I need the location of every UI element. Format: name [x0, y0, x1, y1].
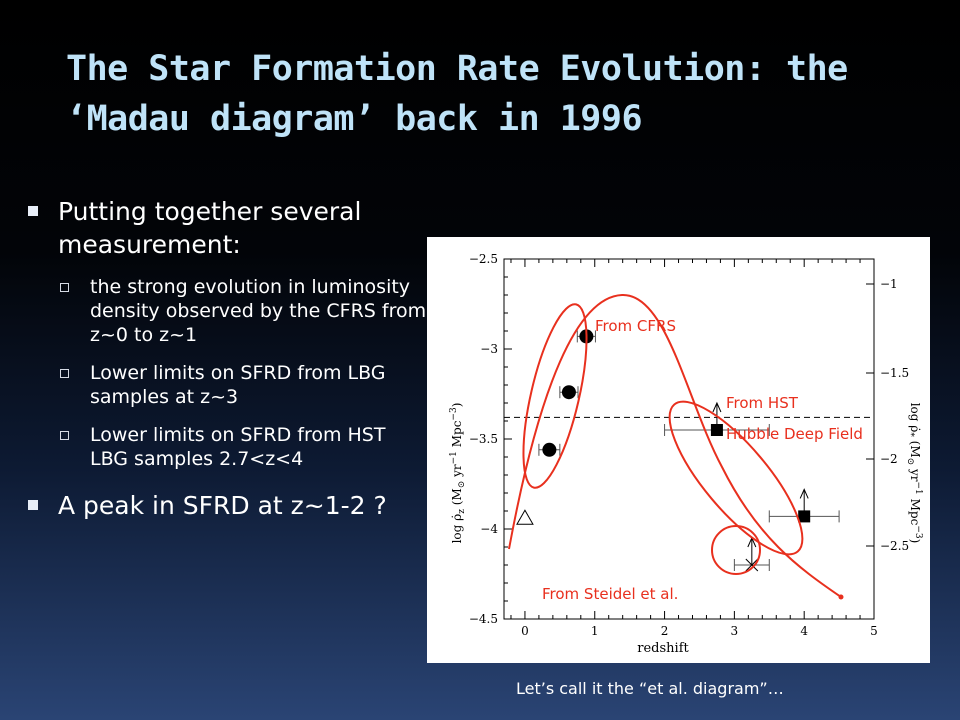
y2-tick-label: −1.5 — [880, 366, 909, 380]
steidel-highlight-circle — [711, 525, 761, 575]
subbullet-marker — [60, 431, 69, 440]
bullet-putting-together: Putting together several measurement: — [28, 195, 428, 261]
slide-title: The Star Formation Rate Evolution: the ‘… — [66, 44, 946, 144]
annotation-hst-line-1: From HST — [726, 394, 799, 412]
bullet-list: Putting together several measurement: th… — [28, 195, 428, 522]
y-tick-label: −3.5 — [469, 432, 498, 446]
subbullet-hst: Lower limits on SFRD from HST LBG sample… — [28, 423, 428, 471]
data-point-triangle — [516, 509, 534, 525]
x-tick-label: 5 — [870, 624, 878, 638]
annotation-hst-line-2: Hubble Deep Field — [726, 425, 863, 443]
peak-trend-curve — [508, 293, 842, 598]
data-point-cross — [745, 558, 759, 572]
y2-tick-label: −1 — [880, 277, 898, 291]
data-point-circle — [542, 442, 557, 457]
y-axis-label-right: log ρ̇* (M⊙ yr−1 Mpc−3) — [905, 403, 923, 544]
subbullet-marker — [60, 369, 69, 378]
x-tick-label: 4 — [800, 624, 808, 638]
lower-limit-arrowhead — [712, 401, 722, 413]
figure-caption: Let’s call it the “et al. diagram”… — [516, 679, 784, 698]
madau-diagram-chart: 0 1 2 3 4 5 −2.5 −3 −3.5 −4 −4.5 −1 −1.5 −2 −2.5 log ρ… — [449, 252, 923, 656]
annotation-overlay — [508, 293, 844, 600]
subbullet-lbg: Lower limits on SFRD from LBG samples at… — [28, 361, 428, 409]
y-tick-label: −4.5 — [469, 612, 498, 626]
bullet-text: A peak in SFRD at z~1-2 ? — [58, 491, 387, 520]
axis-ticks: 0 1 2 3 4 5 −2.5 −3 −3.5 −4 −4.5 −1 −1.5 −2 −2.5 — [469, 252, 909, 638]
x-tick-label: 3 — [731, 624, 739, 638]
subbullet-cfrs: the strong evolution in luminosity densi… — [28, 275, 428, 347]
madau-diagram-figure: 0 1 2 3 4 5 −2.5 −3 −3.5 −4 −4.5 −1 −1.5 −2 −2.5 log ρ… — [427, 237, 930, 663]
trend-curve-end-dot — [838, 594, 844, 600]
y-tick-label: −2.5 — [469, 252, 498, 266]
bullet-peak: A peak in SFRD at z~1-2 ? — [28, 489, 428, 522]
y-axis-label-left: log ρ̇z (M⊙ yr−1 Mpc−3) — [449, 403, 467, 544]
bullet-text: Putting together several measurement: — [58, 197, 362, 259]
data-point-square — [710, 424, 723, 436]
subbullet-text: the strong evolution in luminosity densi… — [90, 276, 427, 346]
slide-title-line-1: The Star Formation Rate Evolution: the — [66, 49, 848, 89]
subbullet-text: Lower limits on SFRD from HST LBG sample… — [90, 424, 386, 470]
annotation-cfrs: From CFRS — [595, 317, 676, 335]
y-tick-label: −4 — [480, 522, 498, 536]
slide-title-line-2: ‘Madau diagram’ back in 1996 — [66, 99, 643, 139]
bullet-marker — [28, 500, 38, 510]
hst-highlight-ellipse — [668, 400, 804, 556]
x-axis-label: redshift — [637, 641, 689, 656]
subbullet-marker — [60, 283, 69, 292]
subbullet-text: Lower limits on SFRD from LBG samples at… — [90, 362, 386, 408]
data-point-circle — [561, 385, 576, 400]
x-tick-label: 0 — [521, 624, 529, 638]
data-point-square — [798, 510, 811, 523]
y2-tick-label: −2 — [880, 452, 898, 466]
y-tick-label: −3 — [480, 342, 498, 356]
lower-limit-arrowhead — [799, 488, 809, 499]
data-marks — [504, 329, 874, 572]
bullet-marker — [28, 206, 38, 216]
y2-tick-label: −2.5 — [880, 539, 909, 553]
cfrs-highlight-ellipse — [522, 303, 588, 489]
x-tick-label: 2 — [661, 624, 669, 638]
x-tick-label: 1 — [591, 624, 599, 638]
annotation-steidel: From Steidel et al. — [542, 585, 678, 603]
